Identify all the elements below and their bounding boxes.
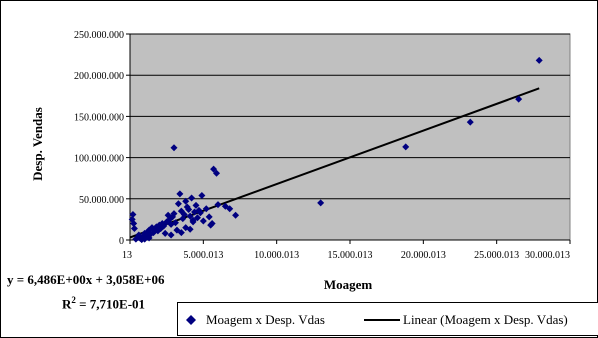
y-tick-label: 150.000.000	[74, 112, 124, 123]
r-squared-exponent: 2	[71, 295, 76, 305]
x-tick-label: 20.000.013	[401, 250, 446, 261]
data-point	[226, 205, 234, 213]
legend: Moagem x Desp. Vdas Linear (Moagem x Des…	[177, 302, 598, 336]
plot-area	[129, 33, 571, 241]
data-point	[186, 225, 194, 233]
data-points	[128, 56, 543, 244]
data-point	[210, 165, 218, 173]
y-tick-label: 0	[119, 236, 124, 247]
data-point	[535, 56, 543, 64]
x-tick-label: 15.000.013	[328, 250, 373, 261]
legend-line-icon	[364, 319, 400, 321]
data-point	[186, 212, 194, 220]
data-point	[213, 169, 221, 177]
data-point	[180, 210, 188, 218]
trendline-equation: y = 6,486E+00x + 3,058E+06	[7, 272, 165, 287]
data-point	[130, 224, 138, 232]
r-squared-value: = 7,710E-01	[75, 296, 146, 312]
y-tick-label: 250.000.000	[74, 30, 124, 41]
axis-ticks: 0 50.000.000 100.000.000 150.000.000 200.000…	[74, 30, 571, 261]
x-tick-label: 10.000.013	[254, 250, 299, 261]
r-squared-label: R2 = 7,710E-01	[62, 295, 145, 312]
x-axis-title: Moagem	[324, 277, 373, 292]
x-tick-label: 30.000.013	[525, 250, 570, 261]
data-point	[192, 201, 200, 209]
y-tick-label: 100.000.000	[74, 154, 124, 165]
data-point	[202, 205, 210, 213]
data-point	[145, 234, 153, 242]
data-point	[174, 200, 182, 208]
y-tick-label: 200.000.000	[74, 71, 124, 82]
data-point	[171, 219, 179, 227]
data-point	[176, 190, 184, 198]
legend-marker-icon	[186, 315, 196, 325]
legend-label-series: Moagem x Desp. Vdas	[206, 312, 325, 327]
data-point	[199, 217, 207, 225]
x-tick-label: 5.000.013	[183, 250, 223, 261]
legend-label-trendline: Linear (Moagem x Desp. Vdas)	[403, 312, 568, 327]
x-tick-label: 13	[122, 250, 132, 261]
r-squared-symbol: R	[62, 296, 72, 312]
data-point	[214, 201, 222, 209]
data-point	[196, 209, 204, 217]
data-point	[170, 210, 178, 218]
data-point	[129, 210, 137, 218]
data-point	[177, 229, 185, 237]
data-point	[161, 229, 169, 237]
data-point	[232, 211, 240, 219]
data-point	[205, 213, 213, 221]
data-point	[167, 231, 175, 239]
y-axis-title: Desp. Vendas	[30, 107, 45, 181]
data-point	[182, 197, 190, 205]
data-point	[198, 192, 206, 200]
data-point	[160, 222, 168, 230]
x-tick-label: 25.000.013	[474, 250, 519, 261]
data-point	[466, 118, 474, 126]
data-point	[208, 220, 216, 228]
data-point	[193, 214, 201, 222]
y-tick-label: 50.000.000	[79, 195, 124, 206]
data-point	[402, 143, 410, 151]
data-point	[515, 95, 523, 103]
data-point	[185, 206, 193, 214]
data-point	[170, 144, 178, 152]
data-point	[130, 220, 138, 228]
data-point	[189, 218, 197, 226]
data-point	[317, 199, 325, 207]
data-point	[188, 194, 196, 202]
